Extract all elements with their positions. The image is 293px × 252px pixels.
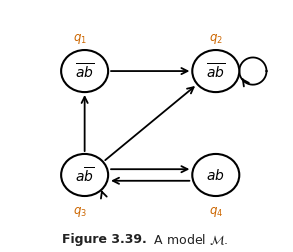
Text: $\overline{ab}$: $\overline{ab}$ [75,62,94,81]
Text: $ab$: $ab$ [207,168,225,183]
Text: $q_2$: $q_2$ [209,32,223,45]
Ellipse shape [61,154,108,196]
Text: $a\overline{b}$: $a\overline{b}$ [75,166,94,185]
Text: $q_3$: $q_3$ [73,204,87,218]
Text: Figure 3.39.: Figure 3.39. [62,232,146,245]
Ellipse shape [192,51,239,93]
Text: $\overline{ab}$: $\overline{ab}$ [206,62,225,81]
Text: A model $\mathcal{M}$.: A model $\mathcal{M}$. [146,231,229,246]
Ellipse shape [192,154,239,196]
Text: $q_1$: $q_1$ [73,32,87,45]
Text: $q_4$: $q_4$ [209,204,223,218]
Ellipse shape [61,51,108,93]
